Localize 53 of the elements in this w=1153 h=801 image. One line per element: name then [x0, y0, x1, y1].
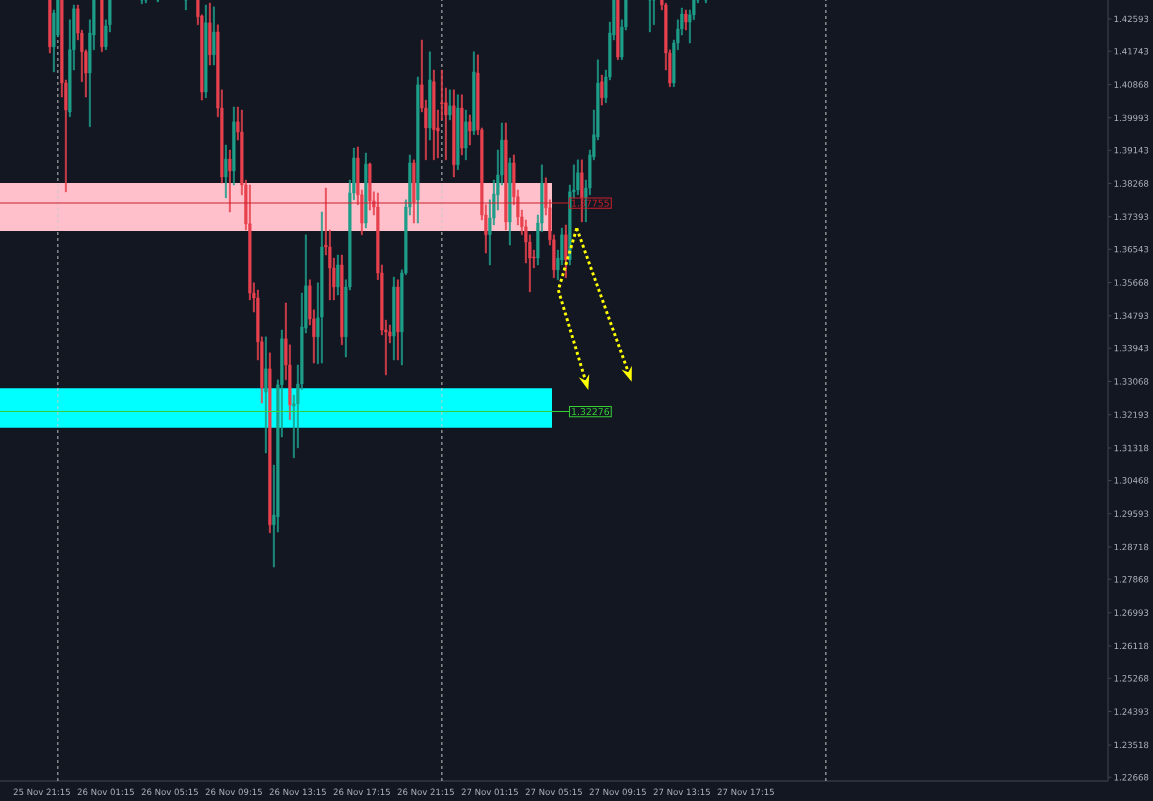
candlestick	[212, 6, 216, 66]
candlestick	[224, 144, 228, 199]
x-tick-label: 27 Nov 05:15	[525, 788, 582, 796]
y-tick-label: 1.24393	[1114, 708, 1149, 715]
candlestick	[576, 159, 580, 196]
y-tick-label: 1.29593	[1114, 510, 1149, 517]
x-tick-label: 26 Nov 13:15	[269, 788, 326, 796]
candlestick	[428, 51, 432, 141]
x-tick-label: 27 Nov 13:15	[653, 788, 710, 796]
y-tick-label: 1.31318	[1114, 444, 1149, 452]
candlestick	[336, 254, 340, 296]
candlestick	[228, 149, 232, 213]
x-tick-label: 27 Nov 17:15	[717, 788, 774, 796]
y-tick-label: 1.27868	[1114, 576, 1149, 583]
ref-line-label: 1.32276	[572, 408, 610, 416]
y-tick-label: 1.41743	[1114, 48, 1149, 55]
candlestick	[392, 276, 396, 361]
y-tick-label: 1.33068	[1114, 378, 1149, 385]
candlestick	[600, 74, 604, 106]
y-tick-label: 1.34793	[1114, 312, 1149, 320]
candlestick	[448, 89, 452, 121]
y-tick-label: 1.22668	[1114, 774, 1149, 781]
y-tick-label: 1.26993	[1114, 609, 1149, 616]
x-tick-label: 26 Nov 05:15	[141, 788, 198, 796]
y-tick-label: 1.25268	[1114, 675, 1149, 682]
x-tick-label: 25 Nov 21:15	[13, 788, 70, 796]
x-tick-label: 26 Nov 17:15	[333, 788, 390, 796]
y-tick-label: 1.39993	[1114, 114, 1149, 122]
x-tick-label: 26 Nov 01:15	[77, 788, 134, 796]
candlestick	[396, 279, 400, 361]
candlestick	[208, 2, 212, 66]
x-tick-label: 26 Nov 09:15	[205, 788, 262, 796]
candlestick	[264, 336, 268, 454]
y-tick-label: 1.36543	[1114, 245, 1149, 253]
candlestick	[320, 211, 324, 364]
y-tick-label: 1.42593	[1114, 15, 1149, 23]
y-tick-label: 1.35668	[1114, 279, 1149, 286]
y-tick-label: 1.26118	[1114, 642, 1149, 650]
y-tick-label: 1.28718	[1114, 543, 1149, 551]
y-tick-label: 1.23518	[1114, 741, 1149, 749]
candlestick	[464, 109, 468, 161]
candlestick	[468, 114, 472, 146]
y-tick-label: 1.40868	[1114, 81, 1149, 88]
y-tick-label: 1.30468	[1114, 477, 1149, 484]
y-tick-label: 1.37393	[1114, 213, 1149, 221]
x-tick-label: 27 Nov 01:15	[461, 788, 518, 796]
y-tick-label: 1.33943	[1114, 344, 1149, 352]
y-tick-label: 1.32193	[1114, 411, 1149, 418]
x-tick-label: 26 Nov 21:15	[397, 788, 454, 796]
y-tick-label: 1.38268	[1114, 180, 1149, 187]
y-tick-label: 1.39143	[1114, 146, 1149, 154]
x-tick-label: 27 Nov 09:15	[589, 788, 646, 796]
candlestick	[432, 69, 436, 161]
